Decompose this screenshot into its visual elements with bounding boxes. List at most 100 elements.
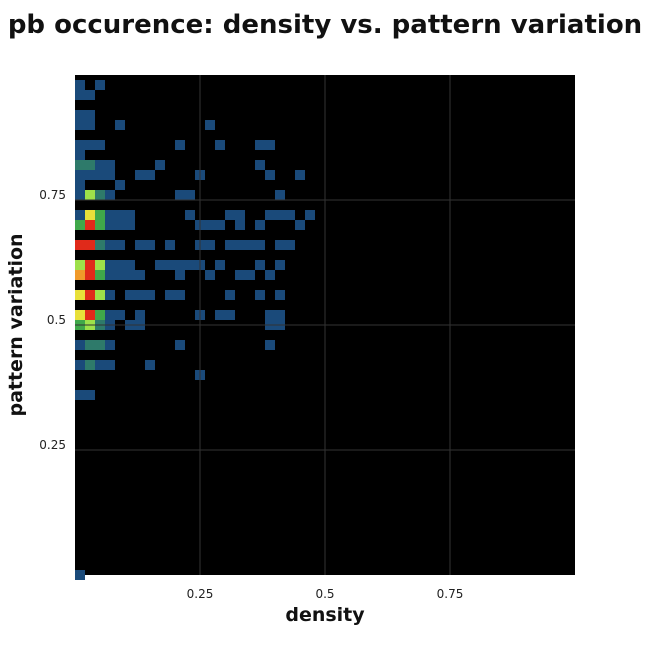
heatmap-cell (125, 290, 135, 300)
heatmap-cell (75, 80, 85, 90)
heatmap-cell (255, 220, 265, 230)
heatmap-cell (145, 240, 155, 250)
heatmap-cell (85, 140, 95, 150)
heatmap-cell (255, 240, 265, 250)
heatmap-cell (215, 220, 225, 230)
heatmap-cell (95, 80, 105, 90)
heatmap-cell (125, 270, 135, 280)
heatmap-cell (285, 240, 295, 250)
y-axis-label: pattern variation (5, 233, 27, 416)
heatmap-cell (85, 390, 95, 400)
heatmap-cell (225, 290, 235, 300)
heatmap-cell (105, 190, 115, 200)
heatmap-cell (215, 260, 225, 270)
heatmap-cell (105, 340, 115, 350)
heatmap-cell (85, 360, 95, 370)
grid-lines (75, 75, 575, 575)
heatmap-cell (75, 290, 85, 300)
heatmap-cell (105, 260, 115, 270)
heatmap-cell (265, 210, 275, 220)
heatmap-cell (165, 290, 175, 300)
heatmap-cell (75, 170, 85, 180)
x-tick-label: 0.25 (187, 587, 214, 601)
heatmap-cell (115, 120, 125, 130)
heatmap-cell (85, 210, 95, 220)
heatmap-cell (75, 120, 85, 130)
heatmap-cell (95, 310, 105, 320)
heatmap-cell (115, 220, 125, 230)
heatmap-cell (205, 220, 215, 230)
heatmap-cell (295, 170, 305, 180)
heatmap-cell (145, 170, 155, 180)
heatmap-cell (265, 340, 275, 350)
heatmap-cell (105, 360, 115, 370)
heatmap-cell (145, 290, 155, 300)
heatmap-cell (95, 340, 105, 350)
heatmap-cell (95, 270, 105, 280)
heatmap-cell (225, 310, 235, 320)
heatmap-cell (115, 310, 125, 320)
heatmap-cell (85, 90, 95, 100)
heatmap-cell (75, 340, 85, 350)
heatmap-cell (75, 140, 85, 150)
heatmap-cell (85, 160, 95, 170)
chart-title: pb occurence: density vs. pattern variat… (7, 10, 643, 40)
heatmap-cell (255, 260, 265, 270)
heatmap-cell (115, 210, 125, 220)
heatmap-cell (275, 290, 285, 300)
heatmap-cell (145, 360, 155, 370)
heatmap-cell (105, 290, 115, 300)
x-tick-label: 0.75 (437, 587, 464, 601)
x-tick-labels: 0.25 0.5 0.75 (187, 587, 464, 601)
heatmap-cell (235, 270, 245, 280)
y-tick-label: 0.5 (47, 313, 66, 327)
y-tick-label: 0.25 (39, 438, 66, 452)
heatmap-cell (125, 220, 135, 230)
heatmap-cell (85, 190, 95, 200)
heatmap-cell (95, 190, 105, 200)
heatmap-cell (175, 190, 185, 200)
heatmap-cell (75, 240, 85, 250)
heatmap-cell (105, 160, 115, 170)
heatmap-cell (135, 310, 145, 320)
heatmap-cell (275, 260, 285, 270)
heatmap-cell (185, 190, 195, 200)
heatmap-cell (85, 120, 95, 130)
x-axis-label: density (285, 604, 365, 626)
heatmap-cell (105, 220, 115, 230)
x-tick-label: 0.5 (315, 587, 334, 601)
heatmap-cell (265, 170, 275, 180)
heatmap-cell (135, 170, 145, 180)
heatmap-cell (125, 260, 135, 270)
heatmap-cell (175, 270, 185, 280)
heatmap-cell (95, 210, 105, 220)
heatmap-cell (235, 220, 245, 230)
heatmap-cell (135, 290, 145, 300)
heatmap-cell (185, 210, 195, 220)
heatmap-cell (105, 210, 115, 220)
heatmap-cell (75, 210, 85, 220)
heatmap-cell (225, 240, 235, 250)
heatmap-cell (75, 390, 85, 400)
heatmap-cell (85, 340, 95, 350)
heatmap-cell (115, 180, 125, 190)
heatmap-cell (135, 270, 145, 280)
heatmap-cell (275, 310, 285, 320)
heatmap-cell (105, 310, 115, 320)
heatmap-cell (165, 240, 175, 250)
heatmap-cell (255, 290, 265, 300)
heatmap-cell (175, 140, 185, 150)
heatmap-cell (75, 160, 85, 170)
heatmap-cell (255, 140, 265, 150)
heatmap-cell (105, 240, 115, 250)
heatmap-cell (155, 260, 165, 270)
heatmap-cell (85, 310, 95, 320)
heatmap-cell (245, 270, 255, 280)
heatmap-cell (75, 90, 85, 100)
heatmap-cell (85, 110, 95, 120)
heatmap-cell (95, 170, 105, 180)
heatmap-cell (95, 360, 105, 370)
heatmap-cell (115, 260, 125, 270)
heatmap-cell (75, 570, 85, 580)
